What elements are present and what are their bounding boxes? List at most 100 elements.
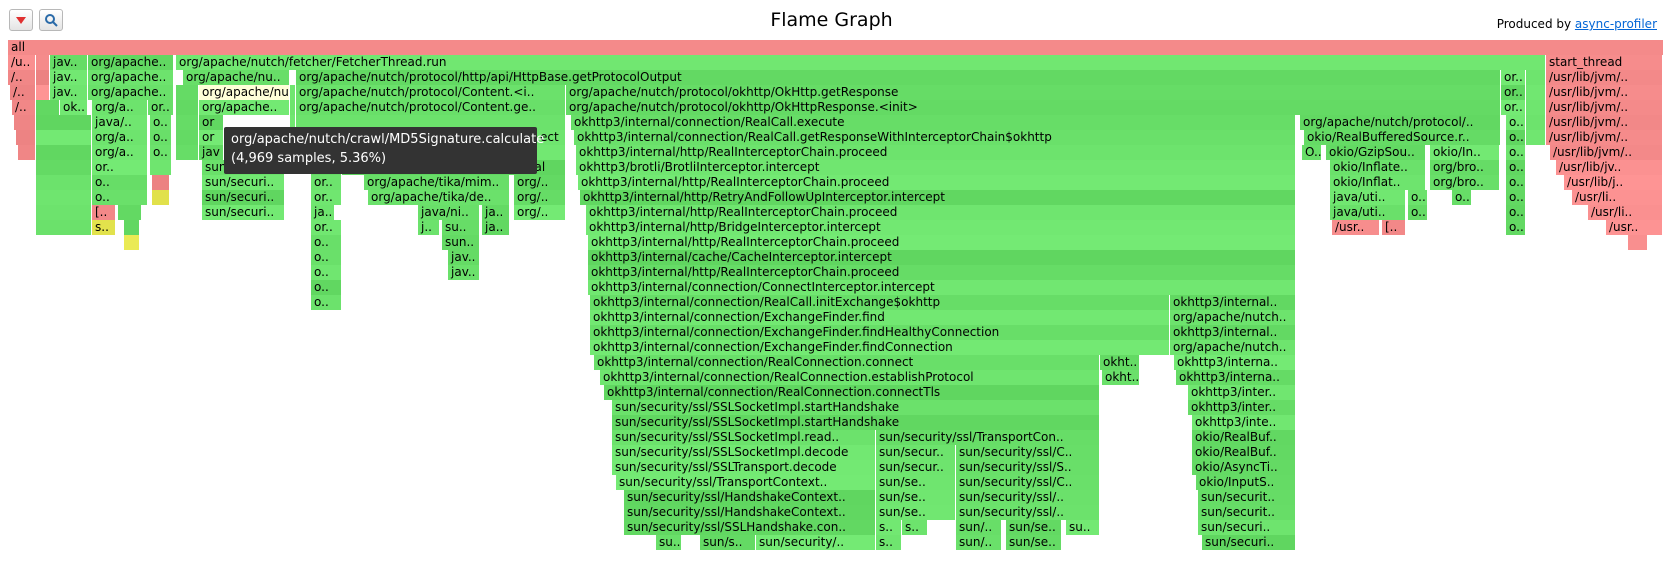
flame-frame[interactable]: ect xyxy=(537,130,566,145)
flame-frame[interactable] xyxy=(16,130,36,145)
flame-frame[interactable]: org/apache/nutch.. xyxy=(1170,340,1296,355)
flame-frame[interactable]: okio/AsyncTi.. xyxy=(1192,460,1296,475)
flame-frame[interactable] xyxy=(36,115,92,130)
flame-frame[interactable] xyxy=(36,220,92,235)
flame-frame[interactable]: /.. xyxy=(8,70,36,85)
flame-frame[interactable] xyxy=(1526,100,1546,115)
flame-frame[interactable]: O.. xyxy=(1302,145,1322,160)
flame-frame[interactable]: org/apache/nutch/protocol/okhttp/OkHttpR… xyxy=(566,100,1501,115)
flame-frame[interactable] xyxy=(14,115,36,130)
flame-frame[interactable]: okht.. xyxy=(1100,355,1140,370)
flame-frame[interactable]: sun/securi.. xyxy=(1198,520,1296,535)
flame-frame[interactable]: okhttp3/internal/connection/RealCall.exe… xyxy=(571,115,1296,130)
flame-frame[interactable]: okio/In.. xyxy=(1430,145,1500,160)
flame-frame[interactable]: sun/security/ssl/SSLSocketImpl.startHand… xyxy=(612,400,1100,415)
flame-frame[interactable]: o.. xyxy=(1506,220,1526,235)
flame-frame[interactable]: /usr/lib/j.. xyxy=(1564,175,1663,190)
flame-frame[interactable]: sun/security/ssl/TransportCon.. xyxy=(876,430,1100,445)
flame-frame[interactable]: o.. xyxy=(1506,145,1526,160)
flame-frame[interactable]: sun/security/ssl/HandshakeContext.. xyxy=(624,490,876,505)
flame-frame[interactable] xyxy=(176,100,199,115)
flame-frame[interactable]: org/apache/nutch/protocol/okhttp/OkHttp.… xyxy=(566,85,1501,100)
flame-frame[interactable]: okio/Inflate.. xyxy=(1330,160,1426,175)
flame-frame[interactable]: [.. xyxy=(92,205,116,220)
flame-frame[interactable]: s.. xyxy=(876,535,902,550)
flame-frame[interactable]: org/apache/nu xyxy=(199,85,290,100)
flame-frame[interactable]: okio/RealBuf.. xyxy=(1192,430,1296,445)
flame-frame[interactable]: okhttp3/interna.. xyxy=(1176,370,1296,385)
flame-frame[interactable]: okhttp3/internal/connection/RealCall.ini… xyxy=(590,295,1170,310)
flame-frame[interactable]: sun/se.. xyxy=(876,475,956,490)
flame-frame[interactable]: or xyxy=(199,130,224,145)
flame-frame[interactable]: o.. xyxy=(1506,115,1526,130)
flame-frame[interactable]: o.. xyxy=(311,250,342,265)
flame-frame[interactable] xyxy=(152,190,170,205)
flame-frame[interactable]: or.. xyxy=(1501,100,1526,115)
flame-frame[interactable] xyxy=(176,115,199,130)
flame-frame[interactable]: sun/security/ssl/.. xyxy=(956,490,1100,505)
flame-frame[interactable]: sun/securi.. xyxy=(202,205,285,220)
flame-frame[interactable] xyxy=(36,205,92,220)
flame-frame[interactable]: sun/security/ssl/SSLTransport.decode xyxy=(612,460,876,475)
flame-frame[interactable] xyxy=(176,145,199,160)
flame-frame[interactable]: or.. xyxy=(92,160,148,175)
flame-frame[interactable]: /usr/lib/jvm/.. xyxy=(1546,130,1663,145)
flame-frame[interactable] xyxy=(36,55,50,70)
flame-frame[interactable]: okhttp3/internal/http/RealInterceptorCha… xyxy=(578,175,1296,190)
flame-frame[interactable]: o.. xyxy=(1506,130,1526,145)
flame-frame[interactable]: sun/security/ssl/HandshakeContext.. xyxy=(624,505,876,520)
flame-frame[interactable]: org/a.. xyxy=(92,145,148,160)
flame-frame[interactable] xyxy=(1526,115,1546,130)
flame-frame[interactable]: okhttp3/internal/connection/ExchangeFind… xyxy=(590,340,1170,355)
flame-frame[interactable]: java/uti.. xyxy=(1330,190,1406,205)
flame-frame[interactable]: o.. xyxy=(1506,160,1526,175)
flame-frame[interactable] xyxy=(36,70,50,85)
flame-frame[interactable]: org/bro.. xyxy=(1430,175,1500,190)
flame-frame[interactable]: /u.. xyxy=(8,55,36,70)
flame-frame[interactable]: okhttp3/internal/cache/CacheInterceptor.… xyxy=(588,250,1296,265)
flame-frame[interactable]: org/apache/nutch/fetcher/FetcherThread.r… xyxy=(176,55,1546,70)
flame-frame[interactable]: or.. xyxy=(1501,70,1526,85)
flame-frame[interactable]: o.. xyxy=(311,295,342,310)
flame-frame[interactable]: sun/securit.. xyxy=(1198,490,1296,505)
flame-frame[interactable]: sun/security/ssl/SSLSocketImpl.read.. xyxy=(612,430,876,445)
flame-frame[interactable]: okio/InputS.. xyxy=(1196,475,1296,490)
flame-frame[interactable]: o.. xyxy=(311,265,342,280)
flame-frame[interactable]: okhttp3/interna.. xyxy=(1174,355,1296,370)
flame-frame[interactable]: or.. xyxy=(148,100,174,115)
flame-frame[interactable] xyxy=(118,205,142,220)
flame-frame[interactable]: jav.. xyxy=(448,250,480,265)
flame-frame[interactable]: java/uti.. xyxy=(1330,205,1406,220)
flame-frame[interactable]: org/.. xyxy=(514,175,566,190)
flame-frame[interactable]: /usr/lib/jvm/.. xyxy=(1550,145,1663,160)
flame-frame[interactable]: org/apache/nutch/protocol/Content.ge.. xyxy=(296,100,566,115)
flame-frame[interactable]: okhttp3/internal/connection/RealConnecti… xyxy=(604,385,1100,400)
flame-frame[interactable] xyxy=(36,145,92,160)
flame-frame[interactable]: /usr.. xyxy=(1332,220,1380,235)
flame-frame[interactable]: o.. xyxy=(1506,205,1526,220)
flame-frame[interactable]: /usr/lib/jvm/.. xyxy=(1546,70,1663,85)
flame-frame[interactable] xyxy=(290,100,296,115)
flame-frame[interactable]: /usr/li.. xyxy=(1572,190,1663,205)
flame-frame[interactable]: /usr.. xyxy=(1606,220,1663,235)
flame-frame[interactable]: sun/securit.. xyxy=(1198,505,1296,520)
flame-frame[interactable]: sun.. xyxy=(442,235,480,250)
flame-frame[interactable]: okio/Inflat.. xyxy=(1330,175,1426,190)
flame-frame[interactable]: o.. xyxy=(92,190,148,205)
flame-frame[interactable]: or.. xyxy=(1501,85,1526,100)
flame-frame[interactable]: okhttp3/internal/connection/ExchangeFind… xyxy=(590,310,1170,325)
flame-frame[interactable]: ja.. xyxy=(482,220,510,235)
flame-frame[interactable]: org/apache.. xyxy=(199,100,290,115)
flame-frame[interactable]: /usr/lib/jvm/.. xyxy=(1546,100,1663,115)
async-profiler-link[interactable]: async-profiler xyxy=(1574,17,1657,31)
flame-frame[interactable]: or xyxy=(199,115,224,130)
flame-frame[interactable]: org/apache.. xyxy=(88,70,174,85)
flame-frame[interactable]: okhttp3/internal/connection/ConnectInter… xyxy=(588,280,1296,295)
flame-frame[interactable]: o.. xyxy=(311,280,342,295)
flame-frame[interactable]: org/apache/nutch.. xyxy=(1170,310,1296,325)
flame-frame[interactable] xyxy=(36,190,92,205)
flame-frame[interactable]: or.. xyxy=(311,220,342,235)
flame-frame[interactable]: o.. xyxy=(150,130,172,145)
flame-frame[interactable]: okhttp3/inte.. xyxy=(1192,415,1296,430)
